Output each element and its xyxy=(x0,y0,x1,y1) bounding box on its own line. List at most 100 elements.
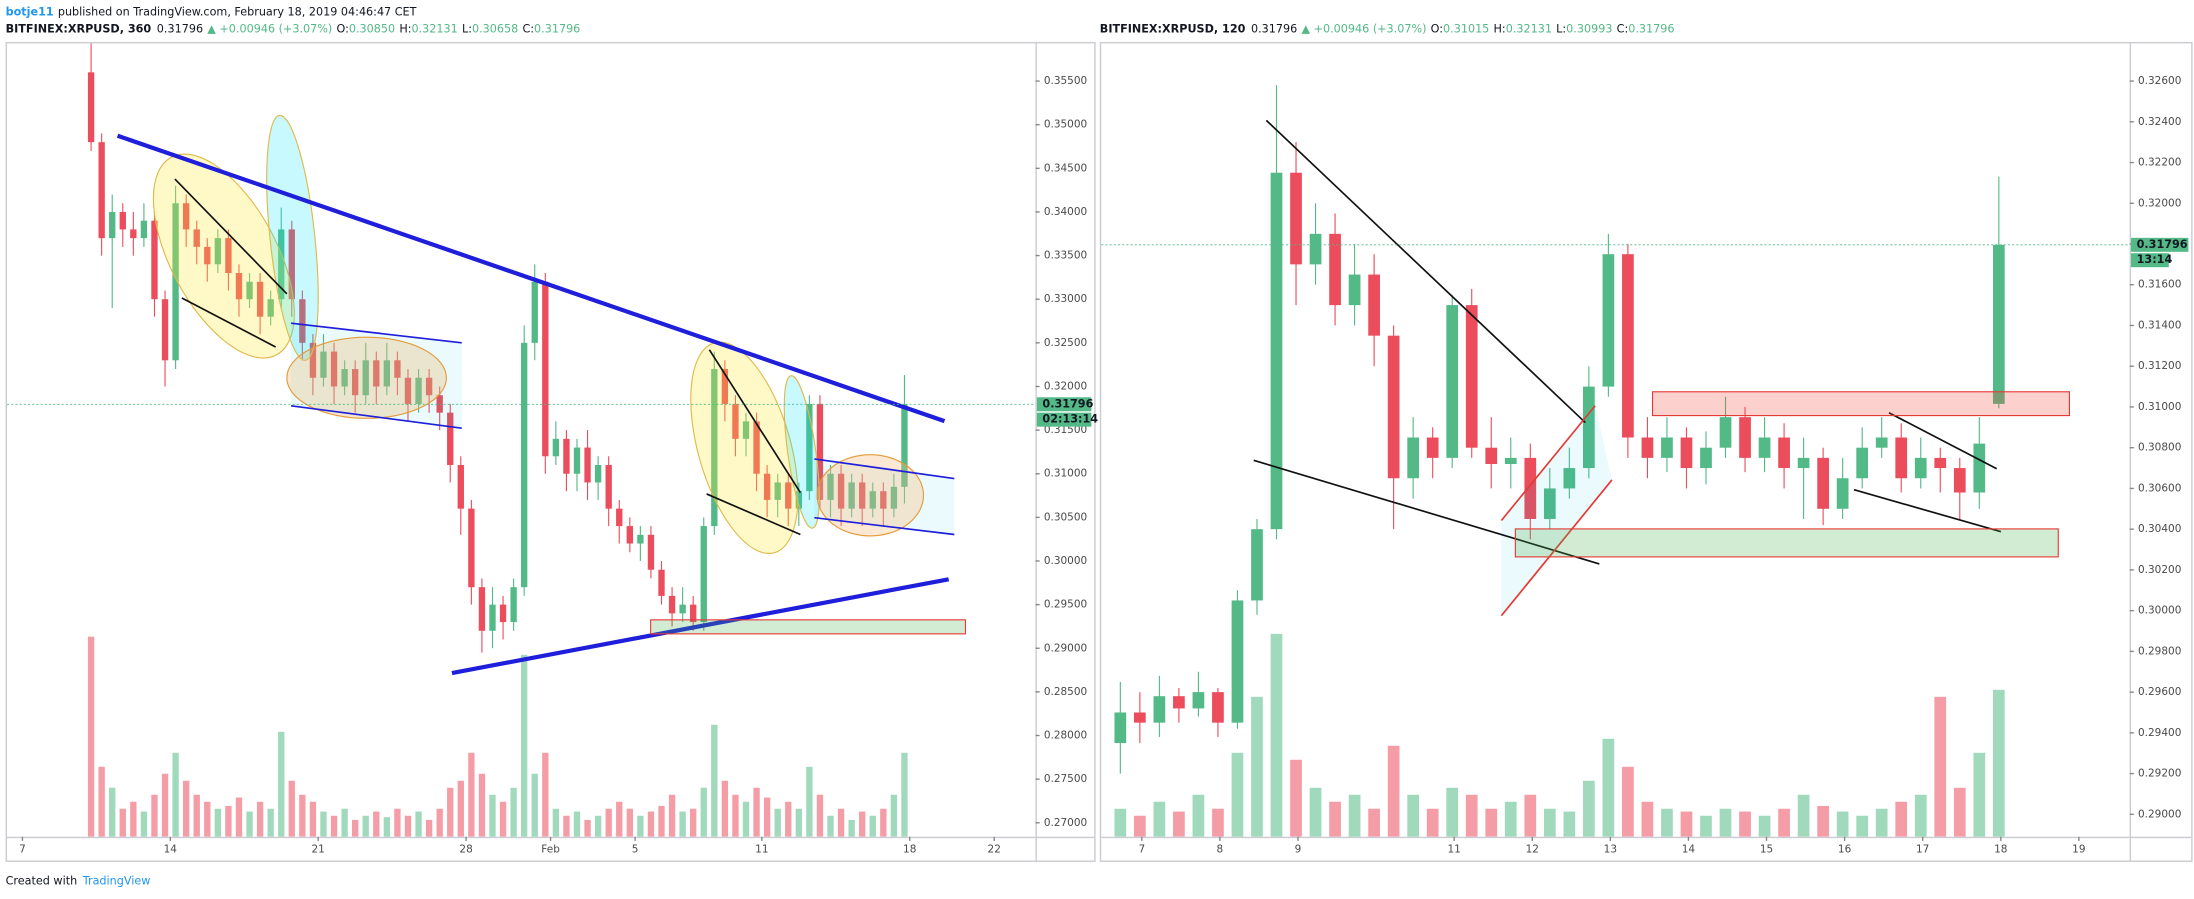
volume-bar xyxy=(901,752,908,837)
y-tick-label: 0.27000 xyxy=(1044,817,1087,829)
candle-body xyxy=(753,421,760,474)
candle-body xyxy=(288,229,295,300)
candle-body xyxy=(320,351,327,378)
y-tick-label: 0.33000 xyxy=(1044,293,1087,305)
candle-body xyxy=(1797,457,1810,469)
candle-body xyxy=(214,238,222,265)
volume-bar xyxy=(288,780,295,837)
candle-body xyxy=(246,281,253,300)
y-tick-label: 0.35000 xyxy=(1044,119,1087,131)
candle-body xyxy=(499,604,507,623)
candle-body xyxy=(1622,254,1634,438)
legend-key: H: xyxy=(1494,22,1506,35)
volume-bar xyxy=(1700,815,1712,837)
x-tick-label: 11 xyxy=(1447,843,1460,855)
volume-bar xyxy=(1875,808,1888,837)
candle-body xyxy=(1934,457,1947,469)
candle-body xyxy=(1504,457,1517,464)
volume-bar xyxy=(859,811,866,837)
x-tick-label: 5 xyxy=(632,843,639,855)
candle-body xyxy=(1953,468,1966,493)
y-tick-label: 0.32200 xyxy=(2138,157,2181,169)
volume-bar xyxy=(351,819,359,837)
x-tick-label: 19 xyxy=(2072,843,2085,855)
volume-bar xyxy=(1153,801,1166,837)
y-tick-label: 0.31000 xyxy=(1044,468,1087,480)
footer-brand[interactable]: TradingView xyxy=(82,875,151,888)
candle-body xyxy=(1133,712,1146,723)
volume-bar xyxy=(161,773,169,837)
y-tick-label: 0.28500 xyxy=(1044,686,1087,698)
footer: Created with TradingView xyxy=(6,875,151,888)
volume-bar xyxy=(309,801,317,837)
candle-body xyxy=(563,438,570,474)
legend-key: O: xyxy=(1431,22,1443,35)
legend-value: 0.32131 xyxy=(412,22,458,35)
volume-bar xyxy=(204,801,211,837)
x-tick-label: 11 xyxy=(755,843,768,855)
volume-bar xyxy=(499,801,507,837)
volume-bar xyxy=(246,811,253,837)
candle-body xyxy=(478,587,486,631)
volume-bar xyxy=(1622,766,1634,837)
candle-body xyxy=(1602,254,1615,387)
candle-body xyxy=(1680,437,1693,469)
volume-bar xyxy=(753,787,760,837)
volume-bar xyxy=(1309,787,1322,837)
volume-bar xyxy=(721,780,729,837)
author[interactable]: botje11 xyxy=(6,6,54,19)
volume-bar xyxy=(1348,794,1361,837)
candle-body xyxy=(837,473,845,509)
volume-bar xyxy=(320,811,327,837)
volume-bar xyxy=(816,794,824,837)
y-tick-label: 0.34500 xyxy=(1044,162,1087,174)
countdown-box xyxy=(2131,253,2169,268)
volume-bar xyxy=(1192,794,1205,837)
y-tick-label: 0.32500 xyxy=(1044,337,1087,349)
candle-body xyxy=(1407,437,1420,479)
volume-bar xyxy=(1133,815,1146,837)
volume-bar xyxy=(1465,794,1478,837)
candle-body xyxy=(204,246,211,265)
volume-bar xyxy=(330,815,338,837)
volume-bar xyxy=(1212,808,1224,837)
volume-bar xyxy=(742,801,750,837)
candle-body xyxy=(690,604,697,623)
volume-bar xyxy=(1973,752,1986,837)
legend-key: C: xyxy=(1617,22,1629,35)
volume-bar xyxy=(1661,808,1673,837)
volume-bar xyxy=(256,801,264,837)
volume-bar xyxy=(795,808,802,837)
volume-bar xyxy=(425,819,433,837)
candle-body xyxy=(552,438,560,457)
y-tick-label: 0.33500 xyxy=(1044,250,1087,262)
candle-body xyxy=(848,482,855,509)
countdown-label: 02:13:14 xyxy=(1042,413,1098,426)
candle-body xyxy=(774,482,781,500)
last-price-box xyxy=(1036,397,1092,412)
candle-body xyxy=(521,342,528,588)
volume-bar xyxy=(1992,689,2005,837)
candle-body xyxy=(1856,447,1869,479)
y-tick-label: 0.30500 xyxy=(1044,511,1087,523)
candle-body xyxy=(1778,437,1790,469)
volume-bar xyxy=(404,815,412,837)
candle-body xyxy=(816,403,824,500)
left-plot xyxy=(87,43,908,837)
candle-body xyxy=(1739,417,1751,458)
candle-body xyxy=(742,421,750,439)
candle-body xyxy=(1700,447,1712,469)
y-tick-label: 0.31000 xyxy=(2138,401,2181,413)
volume-bar xyxy=(1739,811,1751,837)
volume-bar xyxy=(394,808,401,837)
candle-body xyxy=(1465,305,1478,448)
x-tick-label: 14 xyxy=(164,843,178,855)
candle-body xyxy=(373,360,380,387)
left-drawings xyxy=(116,114,967,676)
y-tick-label: 0.30400 xyxy=(2138,523,2181,535)
volume-bar xyxy=(605,808,612,837)
y-tick-label: 0.29000 xyxy=(1044,642,1087,654)
legend-value: 0.31796 xyxy=(1628,22,1674,35)
